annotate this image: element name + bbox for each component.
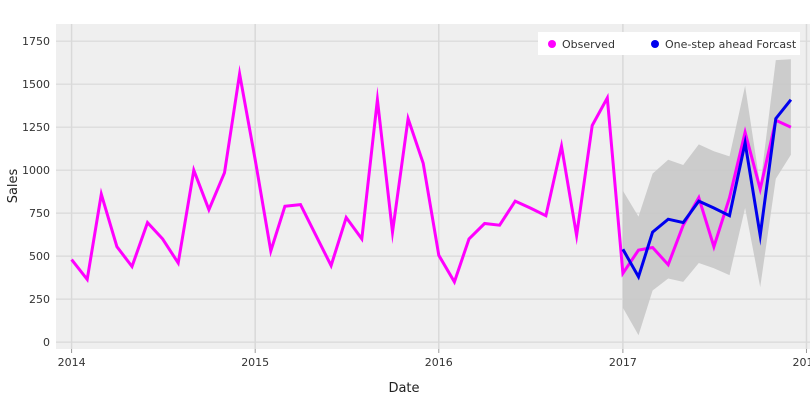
y-tick-label: 1750 <box>22 35 50 48</box>
legend-forecast-marker <box>651 40 659 48</box>
x-tick-label: 2017 <box>609 356 637 369</box>
y-tick-label: 750 <box>29 207 50 220</box>
y-tick-label: 250 <box>29 293 50 306</box>
x-tick-label: 2018 <box>792 356 810 369</box>
y-tick-label: 500 <box>29 250 50 263</box>
x-tick-label: 2014 <box>58 356 86 369</box>
x-tick-label: 2016 <box>425 356 453 369</box>
y-tick-label: 1000 <box>22 164 50 177</box>
x-tick-label: 2015 <box>241 356 269 369</box>
confidence-interval <box>622 59 791 336</box>
legend-observed-label: Observed <box>562 38 615 51</box>
legend-box <box>538 32 800 55</box>
y-axis-title: Sales <box>6 168 21 203</box>
legend-forecast-label: One-step ahead Forcast <box>665 38 797 51</box>
y-tick-label: 0 <box>43 336 50 349</box>
grid-lines <box>56 24 810 349</box>
observed-line <box>70 64 792 286</box>
x-axis-title: Date <box>388 381 419 396</box>
x-axis-ticks: 2014 2015 2016 2017 2018 <box>58 349 810 369</box>
y-axis-ticks: 0 250 500 750 1000 1250 1500 1750 <box>22 35 50 349</box>
confidence-band <box>622 59 791 336</box>
y-tick-label: 1250 <box>22 121 50 134</box>
forecast-line <box>621 98 793 281</box>
legend: Observed One-step ahead Forcast <box>538 32 800 55</box>
y-tick-label: 1500 <box>22 78 50 91</box>
series-lines <box>70 64 793 286</box>
legend-observed-marker <box>548 40 556 48</box>
